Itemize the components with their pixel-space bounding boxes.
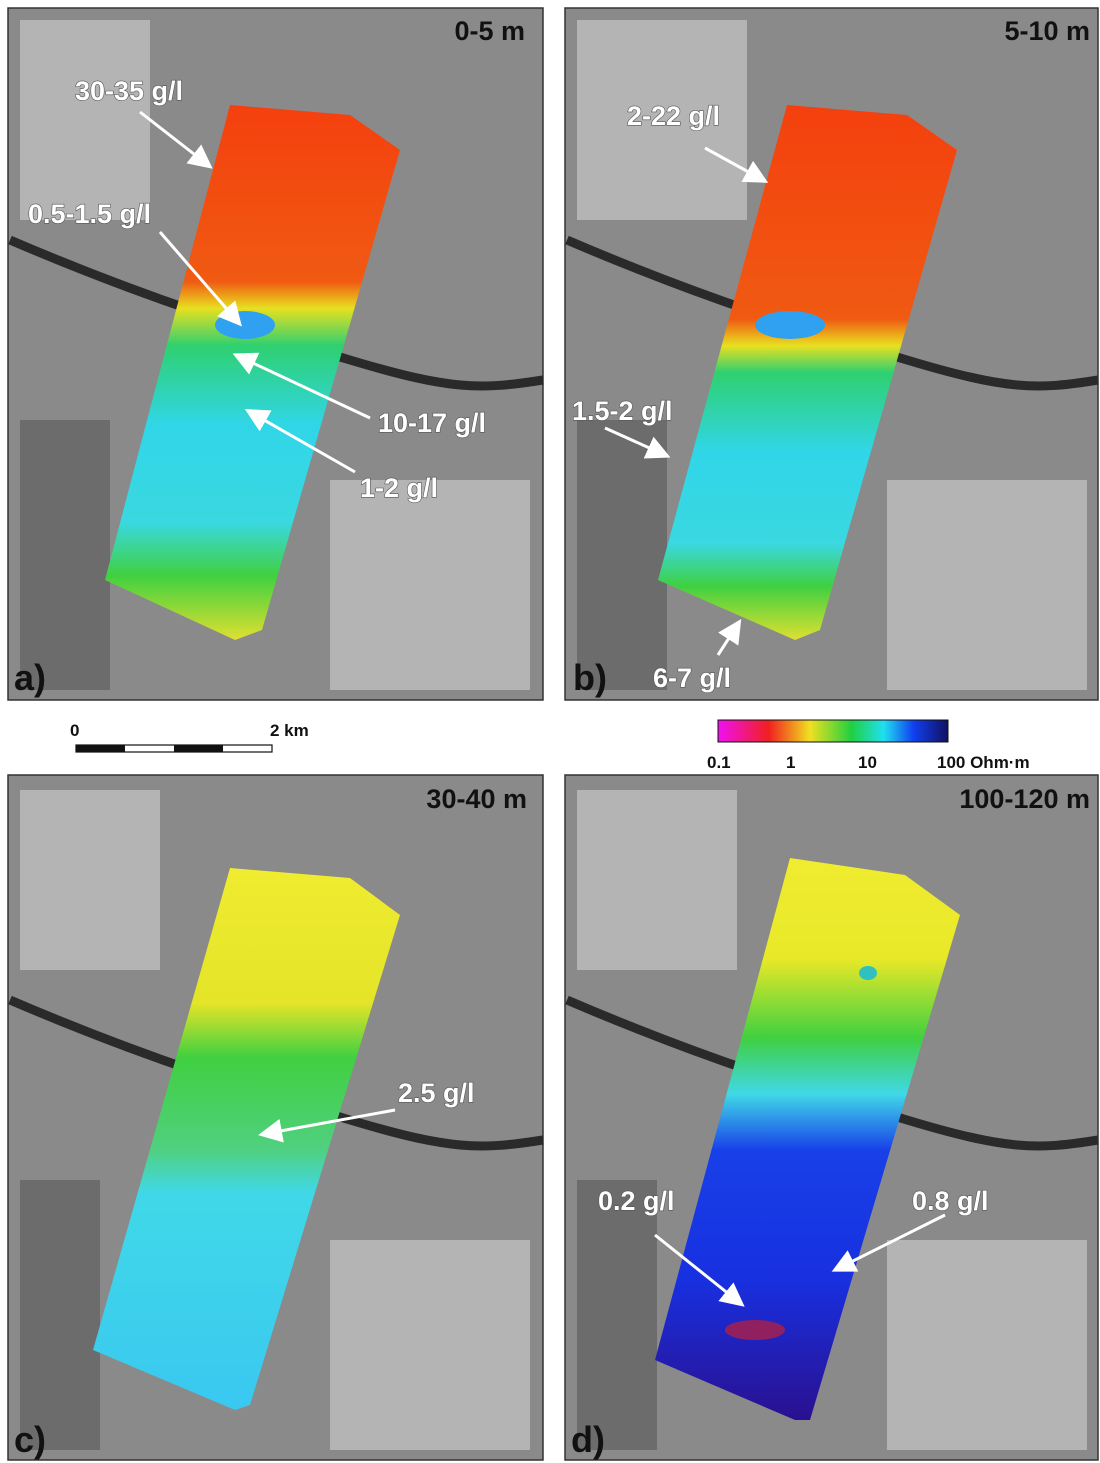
scale-label: 2 km xyxy=(270,721,309,740)
color-bar: 0.1 1 10 100 Ohm·m xyxy=(707,720,1030,772)
panel-c: 30-40 m c) 2.5 g/l xyxy=(8,775,543,1460)
depth-label: 0-5 m xyxy=(454,16,525,46)
panel-letter: c) xyxy=(14,1419,46,1460)
annotation: 1.5-2 g/l xyxy=(572,396,673,426)
annotation: 0.2 g/l xyxy=(598,1186,675,1216)
resistivity-anomaly xyxy=(755,311,825,339)
field xyxy=(887,480,1087,690)
field xyxy=(577,1180,657,1450)
depth-label: 100-120 m xyxy=(959,784,1090,814)
depth-label: 5-10 m xyxy=(1004,16,1090,46)
annotation: 2-22 g/l xyxy=(627,101,720,131)
field xyxy=(20,1180,100,1450)
panel-letter: d) xyxy=(571,1419,605,1460)
resistivity-anomaly xyxy=(859,966,877,980)
scale-label: 0 xyxy=(70,721,79,740)
scale-segment xyxy=(174,745,223,752)
field xyxy=(330,480,530,690)
resistivity-anomaly xyxy=(725,1320,785,1340)
scale-bar: 0 2 km xyxy=(70,721,309,752)
color-ramp xyxy=(718,720,948,742)
field xyxy=(20,790,160,970)
field xyxy=(20,20,150,220)
field xyxy=(20,420,110,690)
panel-letter: a) xyxy=(14,657,46,698)
annotation: 30-35 g/l xyxy=(75,76,183,106)
figure: 0-5 m a) 30-35 g/l 0.5-1.5 g/l 10-17 g/l… xyxy=(0,0,1100,1463)
annotation: 6-7 g/l xyxy=(653,663,731,693)
field xyxy=(887,1240,1087,1450)
field xyxy=(577,420,667,690)
field xyxy=(330,1240,530,1450)
colorbar-label: 10 xyxy=(858,753,877,772)
annotation: 0.5-1.5 g/l xyxy=(28,199,151,229)
scale-segment xyxy=(76,745,125,752)
annotation: 0.8 g/l xyxy=(912,1186,989,1216)
resistivity-anomaly xyxy=(215,311,275,339)
colorbar-label: 100 Ohm·m xyxy=(937,753,1030,772)
panel-d: 100-120 m d) 0.2 g/l 0.8 g/l xyxy=(565,775,1098,1460)
annotation: 1-2 g/l xyxy=(360,473,438,503)
colorbar-label: 0.1 xyxy=(707,753,731,772)
panel-letter: b) xyxy=(573,657,607,698)
panel-b: 5-10 m b) 2-22 g/l 1.5-2 g/l 6-7 g/l xyxy=(565,8,1098,700)
colorbar-label: 1 xyxy=(786,753,795,772)
field xyxy=(577,790,737,970)
depth-label: 30-40 m xyxy=(426,784,527,814)
annotation: 2.5 g/l xyxy=(398,1078,475,1108)
panel-a: 0-5 m a) 30-35 g/l 0.5-1.5 g/l 10-17 g/l… xyxy=(8,8,543,700)
annotation: 10-17 g/l xyxy=(378,408,486,438)
